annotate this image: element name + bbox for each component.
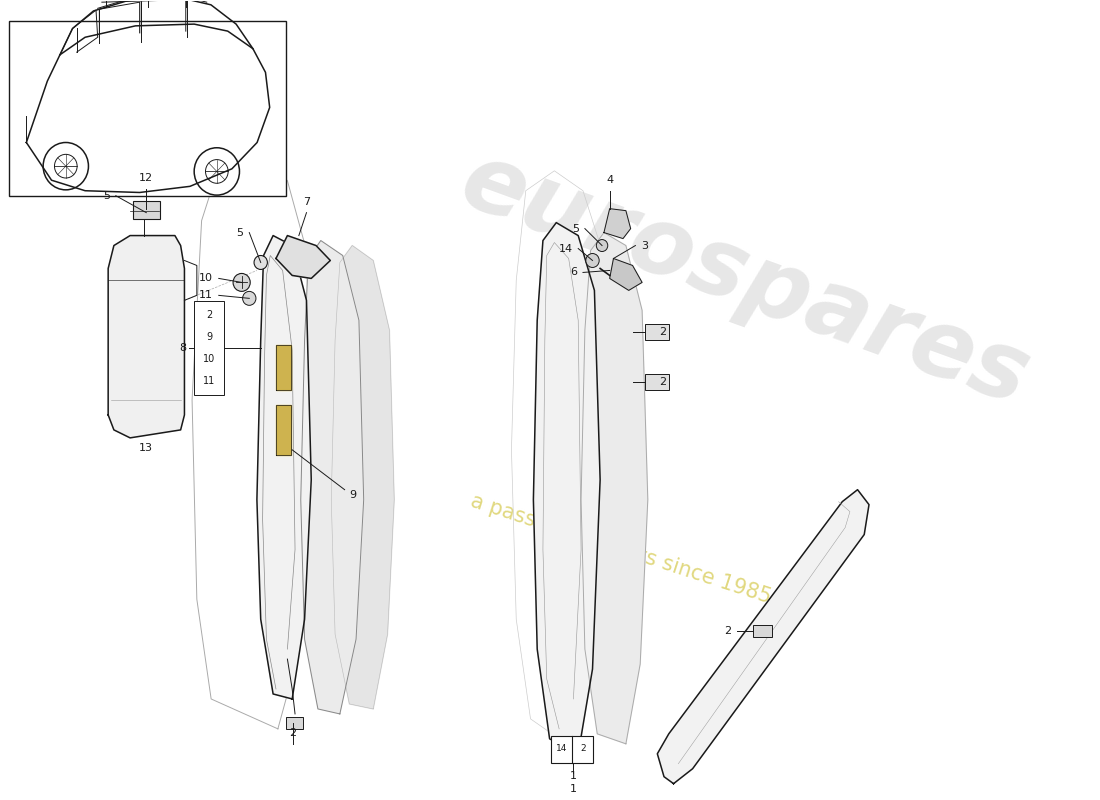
Text: 2: 2 — [659, 327, 667, 338]
Bar — [9, 22, 286, 196]
Text: 14: 14 — [557, 744, 568, 754]
Circle shape — [586, 254, 600, 267]
Text: a passion for parts since 1985: a passion for parts since 1985 — [469, 491, 774, 608]
Text: 5: 5 — [103, 190, 110, 201]
Text: 11: 11 — [204, 376, 216, 386]
Polygon shape — [108, 235, 185, 438]
Bar — [645, 324, 669, 340]
Polygon shape — [276, 405, 292, 455]
Text: 1: 1 — [570, 784, 576, 794]
Text: 10: 10 — [199, 274, 213, 283]
Circle shape — [233, 274, 250, 291]
Text: 3: 3 — [641, 241, 648, 250]
Text: 14: 14 — [559, 243, 572, 254]
Text: 7: 7 — [302, 197, 310, 206]
Text: 5: 5 — [236, 227, 243, 238]
Text: 4: 4 — [606, 174, 613, 185]
Bar — [551, 736, 594, 762]
Polygon shape — [604, 209, 630, 238]
Text: 2: 2 — [659, 377, 667, 387]
Text: 2: 2 — [206, 310, 212, 320]
Text: 2: 2 — [580, 744, 586, 754]
Bar — [645, 374, 669, 390]
Circle shape — [254, 255, 267, 270]
Text: 6: 6 — [570, 267, 578, 278]
Polygon shape — [609, 258, 642, 290]
Text: eurospares: eurospares — [449, 135, 1042, 426]
Text: 12: 12 — [140, 173, 153, 182]
Text: 11: 11 — [199, 290, 213, 300]
Polygon shape — [300, 241, 364, 714]
Text: 9: 9 — [350, 490, 356, 500]
Polygon shape — [276, 235, 330, 278]
Text: 2: 2 — [289, 728, 297, 738]
Text: 8: 8 — [179, 343, 186, 353]
Bar — [286, 717, 302, 729]
Bar — [752, 626, 772, 637]
Text: 9: 9 — [206, 332, 212, 342]
Polygon shape — [658, 490, 869, 784]
Polygon shape — [581, 233, 648, 744]
Bar — [133, 201, 160, 218]
Circle shape — [243, 291, 256, 306]
Polygon shape — [257, 235, 311, 699]
Text: 5: 5 — [572, 223, 580, 234]
Text: 10: 10 — [204, 354, 216, 364]
Polygon shape — [331, 246, 394, 709]
Polygon shape — [276, 345, 292, 390]
Text: 1: 1 — [570, 770, 576, 781]
Bar — [194, 302, 224, 395]
Polygon shape — [534, 222, 601, 754]
Circle shape — [596, 239, 608, 251]
Text: 2: 2 — [724, 626, 730, 636]
Text: 13: 13 — [140, 443, 153, 453]
